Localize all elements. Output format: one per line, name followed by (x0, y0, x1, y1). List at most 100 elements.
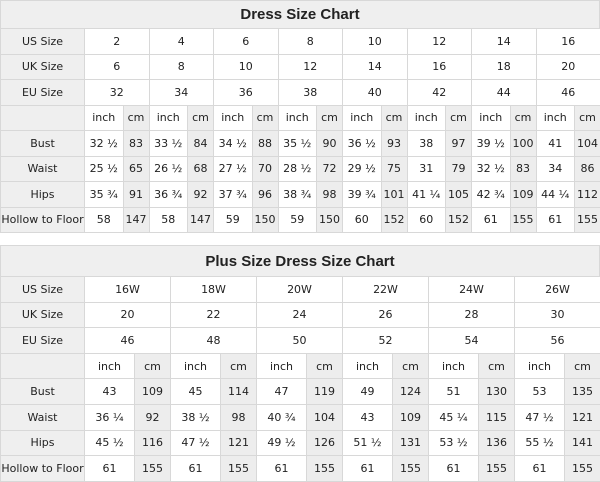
cm-value: 84 (188, 131, 214, 157)
size-cell: 16W (85, 277, 171, 303)
cm-value: 101 (381, 182, 407, 208)
unit-inch-cell: inch (515, 353, 565, 379)
size-cell: 40 (343, 80, 408, 106)
inch-value: 58 (85, 207, 124, 233)
inch-value: 29 ½ (343, 156, 382, 182)
size-cell: 10 (214, 54, 279, 80)
cm-value: 105 (446, 182, 472, 208)
inch-value: 51 ½ (343, 430, 393, 456)
unit-cm-cell: cm (307, 353, 343, 379)
cm-value: 121 (565, 404, 600, 430)
cm-value: 104 (575, 131, 600, 157)
cm-value: 109 (510, 182, 536, 208)
cm-value: 147 (188, 207, 214, 233)
chart-title: Plus Size Dress Size Chart (0, 245, 600, 276)
size-cell: 6 (214, 29, 279, 55)
unit-inch-cell: inch (257, 353, 307, 379)
size-cell: 12 (278, 54, 343, 80)
cm-value: 136 (479, 430, 515, 456)
inch-value: 41 ¼ (407, 182, 446, 208)
size-cell: 16 (536, 29, 600, 55)
cm-value: 155 (393, 456, 429, 482)
cm-value: 65 (123, 156, 149, 182)
size-cell: 8 (149, 54, 214, 80)
inch-value: 59 (214, 207, 253, 233)
cm-value: 152 (381, 207, 407, 233)
inch-value: 45 ½ (85, 430, 135, 456)
cm-value: 98 (221, 404, 257, 430)
cm-value: 68 (188, 156, 214, 182)
size-cell: 20 (85, 302, 171, 328)
cm-value: 155 (307, 456, 343, 482)
cm-value: 155 (565, 456, 600, 482)
cm-value: 83 (123, 131, 149, 157)
inch-value: 32 ½ (472, 156, 511, 182)
cm-value: 92 (188, 182, 214, 208)
cm-value: 96 (252, 182, 278, 208)
inch-value: 61 (472, 207, 511, 233)
unit-inch-cell: inch (278, 105, 317, 131)
unit-cm-cell: cm (393, 353, 429, 379)
cm-value: 98 (317, 182, 343, 208)
row-label: Waist (1, 156, 85, 182)
inch-value: 38 (407, 131, 446, 157)
size-cell: 18 (472, 54, 537, 80)
inch-value: 41 (536, 131, 575, 157)
size-cell: 52 (343, 328, 429, 354)
unit-cm-cell: cm (510, 105, 536, 131)
inch-value: 61 (429, 456, 479, 482)
inch-value: 43 (343, 404, 393, 430)
inch-value: 47 (257, 379, 307, 405)
row-label-empty (1, 105, 85, 131)
cm-value: 135 (565, 379, 600, 405)
inch-value: 53 ½ (429, 430, 479, 456)
inch-value: 60 (407, 207, 446, 233)
size-cell: 48 (171, 328, 257, 354)
inch-value: 38 ½ (171, 404, 221, 430)
cm-value: 131 (393, 430, 429, 456)
row-label: UK Size (1, 302, 85, 328)
cm-value: 114 (221, 379, 257, 405)
inch-value: 58 (149, 207, 188, 233)
inch-value: 42 ¾ (472, 182, 511, 208)
row-label: UK Size (1, 54, 85, 80)
inch-value: 27 ½ (214, 156, 253, 182)
inch-value: 39 ½ (472, 131, 511, 157)
row-label: Hollow to Floor (1, 207, 85, 233)
size-cell: 8 (278, 29, 343, 55)
row-label: Hips (1, 430, 85, 456)
row-label: Hollow to Floor (1, 456, 85, 482)
unit-inch-cell: inch (407, 105, 446, 131)
row-label: EU Size (1, 80, 85, 106)
cm-value: 121 (221, 430, 257, 456)
size-cell: 34 (149, 80, 214, 106)
cm-value: 109 (135, 379, 171, 405)
cm-value: 88 (252, 131, 278, 157)
cm-value: 91 (123, 182, 149, 208)
inch-value: 36 ¼ (85, 404, 135, 430)
unit-inch-cell: inch (214, 105, 253, 131)
cm-value: 155 (510, 207, 536, 233)
cm-value: 141 (565, 430, 600, 456)
inch-value: 38 ¾ (278, 182, 317, 208)
inch-value: 35 ½ (278, 131, 317, 157)
unit-inch-cell: inch (536, 105, 575, 131)
unit-inch-cell: inch (85, 353, 135, 379)
cm-value: 70 (252, 156, 278, 182)
unit-cm-cell: cm (479, 353, 515, 379)
unit-cm-cell: cm (123, 105, 149, 131)
inch-value: 61 (257, 456, 307, 482)
unit-cm-cell: cm (221, 353, 257, 379)
inch-value: 33 ½ (149, 131, 188, 157)
cm-value: 90 (317, 131, 343, 157)
inch-value: 45 (171, 379, 221, 405)
